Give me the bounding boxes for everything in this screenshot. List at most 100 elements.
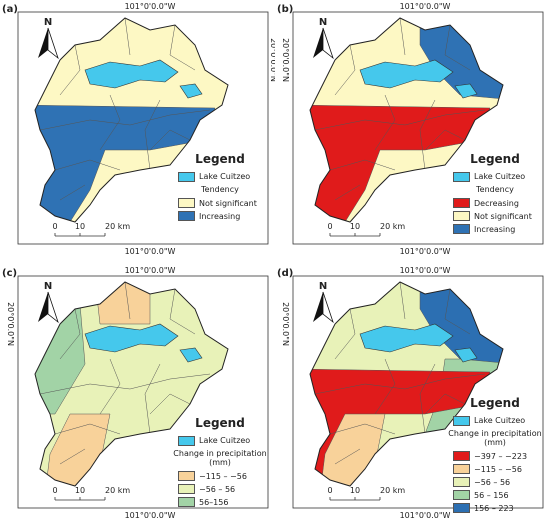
legend-swatch <box>453 490 470 501</box>
lake <box>179 347 203 363</box>
legend-swatch <box>178 171 195 182</box>
legend-entry: Not significant <box>447 210 543 223</box>
scale-label: 10 <box>350 486 360 495</box>
boundary <box>334 184 361 201</box>
legend-title: Legend <box>195 416 245 430</box>
legend-label: Increasing <box>199 211 241 221</box>
outline <box>309 17 504 223</box>
boundary <box>374 94 396 151</box>
legend-label: −115 – −56 <box>474 464 522 474</box>
scale-label: 20 km <box>105 222 130 231</box>
boundary <box>329 423 396 435</box>
legend-entry: Lake Cuitzeo <box>172 434 268 447</box>
frame <box>292 11 544 245</box>
boundary <box>399 282 406 320</box>
frame <box>17 275 269 509</box>
legend: Legend Lake Cuitzeo Tendency Not significan… <box>172 152 268 223</box>
legend-group-title: Change in precipitation (mm) <box>448 429 542 447</box>
boundary <box>54 159 121 171</box>
panel-label: (d) <box>277 268 293 279</box>
legend-swatch <box>453 211 470 222</box>
side-coordinate: 20°0'0.0"N <box>281 302 290 346</box>
boundary <box>169 24 196 71</box>
legend-entry: Lake Cuitzeo <box>447 414 543 427</box>
north-arrow <box>313 292 323 322</box>
legend-title: Legend <box>470 396 520 410</box>
side-coordinate: 20°0'0.0"N <box>269 38 275 82</box>
boundary <box>54 423 121 435</box>
legend-entry: −56 – 56 <box>447 476 543 489</box>
boundary <box>444 288 471 335</box>
legend-group-title: Tendency <box>476 185 514 194</box>
north-arrow <box>47 291 59 324</box>
bottom-coordinate: 101°0'0.0"W <box>125 247 176 256</box>
map-panel: N (c) 101°0'0.0"W 101°0'0.0"W 20°0'0.0"N 0 10 2… <box>0 264 275 528</box>
boundary <box>124 18 131 56</box>
legend-entry: −115 – −56 <box>172 470 268 483</box>
boundary <box>99 358 121 415</box>
legend-swatch <box>178 471 195 482</box>
map-panel: N (a) 101°0'0.0"W 101°0'0.0"W 20°0'0.0"N 0 10 2… <box>0 0 275 264</box>
outline <box>34 17 229 223</box>
legend-swatch <box>453 224 470 235</box>
north-arrow <box>322 291 334 324</box>
boundary <box>419 99 436 171</box>
boundary <box>329 159 396 171</box>
legend: Legend Lake Cuitzeo Tendency Decreasing Not … <box>447 152 543 236</box>
lake <box>359 323 454 353</box>
legend-group-title: Tendency <box>201 185 239 194</box>
map: N (a) 101°0'0.0"W 101°0'0.0"W 20°0'0.0"N 0 10 2… <box>2 2 275 256</box>
boundary <box>374 358 396 415</box>
legend-entry: −56 – 56 <box>172 483 268 496</box>
bottom-coordinate: 101°0'0.0"W <box>400 247 451 256</box>
boundary <box>99 94 121 151</box>
legend-swatch <box>178 211 195 222</box>
panel-label: (b) <box>277 4 293 15</box>
top-coordinate: 101°0'0.0"W <box>400 2 451 11</box>
north-arrow <box>38 292 48 322</box>
north-arrow <box>38 28 48 58</box>
panel-label: (c) <box>2 268 17 279</box>
legend-swatch <box>178 198 195 209</box>
bottom-coordinate: 101°0'0.0"W <box>400 511 451 520</box>
boundary <box>144 363 161 435</box>
legend-entry: 56 – 156 <box>447 489 543 502</box>
boundary <box>314 373 486 395</box>
legend-swatch <box>453 415 470 426</box>
legend-title: Legend <box>470 152 520 166</box>
boundary <box>124 282 131 320</box>
boundary <box>169 288 196 335</box>
legend-label: Lake Cuitzeo <box>474 416 526 425</box>
legend-label: Lake Cuitzeo <box>474 172 526 181</box>
scale-label: 20 km <box>380 222 405 231</box>
boundary <box>334 44 356 96</box>
boundary <box>424 129 466 151</box>
frame <box>17 11 269 245</box>
legend-swatch <box>178 484 195 495</box>
legend-swatch <box>453 451 470 462</box>
boundary <box>334 308 356 360</box>
legend-label: −115 – −56 <box>199 471 247 481</box>
legend-swatch <box>453 171 470 182</box>
boundary <box>314 109 486 131</box>
lake <box>454 83 478 99</box>
legend: Legend Lake Cuitzeo Change in precipitatio… <box>447 396 543 515</box>
boundary <box>149 393 191 415</box>
map: N (c) 101°0'0.0"W 101°0'0.0"W 20°0'0.0"N 0 10 2… <box>2 266 269 520</box>
legend-swatch <box>453 198 470 209</box>
legend-label: Not significant <box>474 211 532 221</box>
legend-swatch <box>453 503 470 514</box>
scale-label: 0 <box>52 222 57 231</box>
boundary <box>419 363 436 435</box>
legend-label: −56 – 56 <box>474 477 511 487</box>
legend-label: Decreasing <box>474 198 519 208</box>
boundary <box>59 308 81 360</box>
map: N (d) 101°0'0.0"W 101°0'0.0"W 20°0'0.0"N 0 10 2… <box>277 266 544 520</box>
frame <box>292 275 544 509</box>
legend-entry: −115 – −56 <box>447 463 543 476</box>
side-coordinate: 20°0'0.0"N <box>6 302 15 346</box>
boundary <box>144 99 161 171</box>
boundary <box>424 393 466 415</box>
scale-label: 0 <box>52 486 57 495</box>
